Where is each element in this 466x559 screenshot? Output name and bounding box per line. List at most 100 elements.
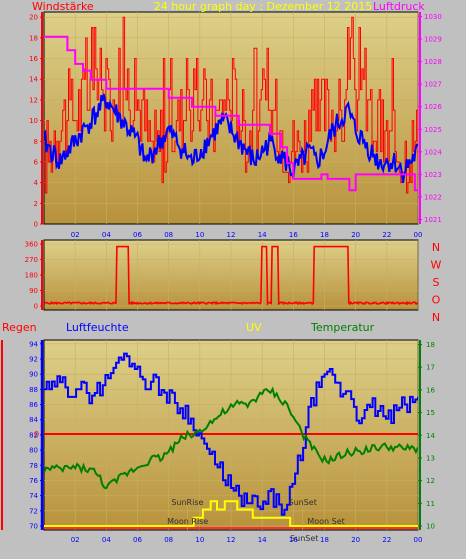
- humidity-y-axis: 70 72 74 76 78 80 82 84 86 88 90 92 94: [1, 340, 44, 531]
- humidity-y-tick-label: 78: [29, 462, 38, 470]
- humidity-y-tick-label: 80: [29, 447, 38, 455]
- humidity-x-tick-label: 16: [289, 536, 298, 544]
- humidity-y-tick-label: 84: [29, 416, 38, 424]
- uv-series: [44, 500, 418, 527]
- humidity-y-tick-label: 86: [29, 401, 38, 409]
- rain-zero-label: 0: [34, 430, 39, 439]
- legend-uv: UV: [246, 321, 262, 334]
- pressure-y-tick-label: 1025: [424, 126, 442, 134]
- direction-y-tick-label: 0: [34, 303, 38, 311]
- temperature-y-tick-label: 11: [426, 500, 435, 508]
- wind-x-tick-label: 14: [258, 231, 267, 239]
- sun-annotation: SunSet: [290, 534, 318, 543]
- direction-y-tick-label: 360: [25, 241, 38, 249]
- temperature-y-tick-label: 14: [426, 432, 435, 440]
- temperature-series: [44, 386, 418, 490]
- wind-axis-label: Windstärke: [32, 0, 94, 13]
- wind-x-tick-label: 20: [351, 231, 360, 239]
- wind-x-axis: 02 04 06 08 10 12 14 16 18 20 22 00: [71, 231, 423, 239]
- pressure-y-tick-label: 1029: [424, 36, 442, 44]
- wind-y-tick-label: 20: [29, 14, 38, 22]
- temperature-y-tick-label: 16: [426, 386, 435, 394]
- moon-annotation: Moon Set: [307, 517, 344, 526]
- humidity-y-tick-label: 92: [29, 355, 38, 363]
- humidity-x-tick-label: 10: [195, 536, 204, 544]
- legend-humidity: Luftfeuchte: [66, 321, 129, 334]
- wind-y-tick-label: 0: [34, 221, 38, 229]
- wind-x-tick-label: 18: [320, 231, 329, 239]
- wind-x-tick-label: 06: [133, 231, 142, 239]
- temperature-y-tick-label: 13: [426, 454, 435, 462]
- chart-title: 24 hour graph day : Dezember 12 2015: [154, 0, 373, 13]
- wind-x-tick-label: 10: [195, 231, 204, 239]
- pressure-y-tick-label: 1030: [424, 13, 442, 21]
- direction-y-tick-label: 90: [29, 287, 38, 295]
- legend-temperature: Temperatur: [310, 321, 375, 334]
- humidity-x-tick-label: 04: [102, 536, 111, 544]
- pressure-series: [44, 35, 418, 192]
- direction-y-tick-label: 270: [25, 256, 38, 264]
- wind-x-tick-label: 02: [71, 231, 80, 239]
- wind-x-tick-label: 12: [227, 231, 236, 239]
- temperature-y-tick-label: 18: [426, 341, 435, 349]
- humidity-x-tick-label: 22: [382, 536, 391, 544]
- legend-rain: Regen: [2, 321, 37, 334]
- sun-annotation: SunSet: [289, 498, 317, 507]
- pressure-y-tick-label: 1023: [424, 171, 442, 179]
- humidity-series: [44, 352, 418, 516]
- humidity-x-tick-label: 12: [227, 536, 236, 544]
- wind-y-tick-label: 16: [29, 55, 38, 63]
- wind-y-tick-label: 14: [29, 76, 38, 84]
- pressure-y-tick-label: 1021: [424, 216, 442, 224]
- humidity-x-tick-label: 02: [71, 536, 80, 544]
- wind-y-tick-label: 6: [34, 158, 39, 166]
- wind-y-tick-label: 4: [34, 179, 39, 187]
- humidity-x-tick-label: 18: [320, 536, 329, 544]
- humidity-y-tick-label: 70: [29, 523, 38, 531]
- pressure-y-tick-label: 1028: [424, 58, 442, 66]
- pressure-y-axis: 1021 1022 1023 1024 1025 1026 1027 1028 1029 1030: [418, 12, 442, 224]
- wind-average-series: [44, 93, 418, 183]
- sun-annotation: SunRise: [171, 498, 203, 507]
- sun-moon-annotations: SunRise SunSet Moon Rise Moon Set SunSet: [167, 498, 345, 543]
- wind-y-axis: 0 2 4 6 8 10 12 14 16 18 20: [29, 12, 44, 229]
- pressure-y-tick-label: 1026: [424, 103, 442, 111]
- direction-grid: [44, 240, 419, 310]
- wind-y-tick-label: 10: [29, 117, 38, 125]
- wind-y-tick-label: 8: [34, 138, 38, 146]
- temperature-y-tick-label: 15: [426, 409, 435, 417]
- temperature-y-tick-label: 12: [426, 477, 435, 485]
- humidity-x-tick-label: 20: [351, 536, 360, 544]
- humidity-y-tick-label: 82: [29, 431, 38, 439]
- compass-label: N: [432, 311, 440, 324]
- humidity-y-tick-label: 94: [29, 340, 38, 348]
- humidity-x-tick-label: 14: [258, 536, 267, 544]
- humidity-x-axis: 02 04 06 08 10 12 14 16 18 20 22 00: [71, 536, 423, 544]
- pressure-axis-label: Luftdruck: [373, 0, 425, 13]
- temperature-y-axis: 10 11 12 13 14 15 16 17 18: [418, 340, 435, 531]
- wind-x-tick-label: 00: [414, 231, 423, 239]
- temperature-y-tick-label: 10: [426, 523, 435, 531]
- wind-x-tick-label: 04: [102, 231, 111, 239]
- pressure-y-tick-label: 1022: [424, 193, 442, 201]
- wind-x-tick-label: 22: [382, 231, 391, 239]
- humidity-y-tick-label: 74: [29, 492, 38, 500]
- pressure-y-tick-label: 1024: [424, 148, 442, 156]
- wind-y-tick-label: 2: [34, 200, 38, 208]
- wind-x-tick-label: 08: [164, 231, 173, 239]
- wind-y-tick-label: 18: [29, 34, 38, 42]
- compass-label: N: [432, 241, 440, 254]
- wind-x-tick-label: 16: [289, 231, 298, 239]
- wind-y-tick-label: 12: [29, 96, 38, 104]
- humidity-x-tick-label: 00: [414, 536, 423, 544]
- humidity-y-tick-label: 72: [29, 507, 38, 515]
- wind-direction-series: [44, 245, 418, 307]
- humidity-x-tick-label: 08: [164, 536, 173, 544]
- direction-y-axis: 0 90 180 270 360: [25, 240, 44, 311]
- compass-label: O: [432, 294, 441, 307]
